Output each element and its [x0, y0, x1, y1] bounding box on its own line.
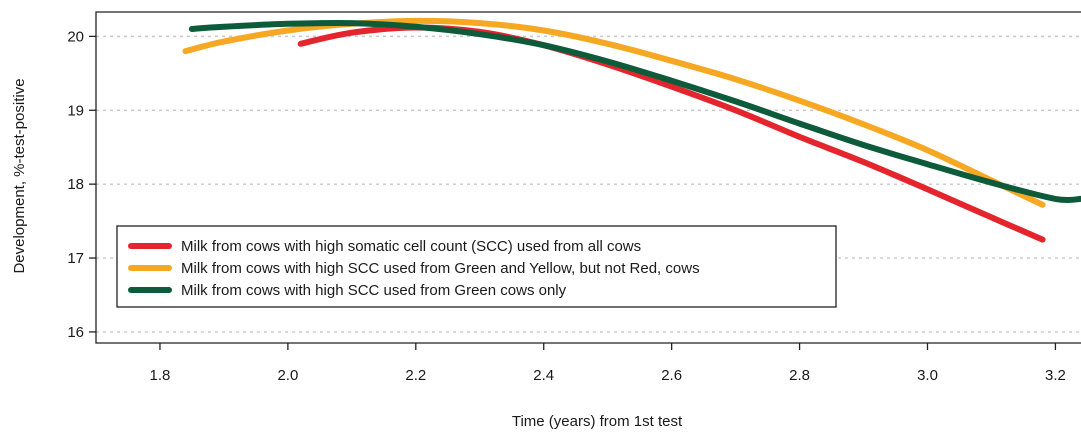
- x-tick-label: 2.0: [277, 367, 298, 384]
- y-tick-label: 18: [67, 176, 84, 193]
- series-line-green-only: [188, 19, 1081, 204]
- y-tick-label: 20: [67, 28, 84, 45]
- plot-frame: [95, 11, 1081, 344]
- legend-box: [116, 225, 837, 308]
- y-tick-label: 19: [67, 102, 84, 119]
- legend-label: Milk from cows with high SCC used from G…: [181, 282, 567, 299]
- y-axis-label: Development, %-test-positive: [11, 78, 28, 273]
- legend-label: Milk from cows with high somatic cell co…: [181, 238, 641, 255]
- x-tick-label: 3.2: [1045, 367, 1066, 384]
- x-tick-label: 2.2: [405, 367, 426, 384]
- y-tick-label: 17: [67, 250, 84, 267]
- x-tick-label: 1.8: [150, 367, 171, 384]
- series-line-green-yellow: [182, 17, 1046, 208]
- x-axis-label: Time (years) from 1st test: [512, 413, 683, 430]
- x-tick-label: 2.6: [661, 367, 682, 384]
- y-tick-label: 16: [67, 324, 84, 341]
- x-tick-label: 3.0: [917, 367, 938, 384]
- x-tick-label: 2.4: [533, 367, 554, 384]
- legend-label: Milk from cows with high SCC used from G…: [181, 260, 700, 277]
- x-tick-label: 2.8: [789, 367, 810, 384]
